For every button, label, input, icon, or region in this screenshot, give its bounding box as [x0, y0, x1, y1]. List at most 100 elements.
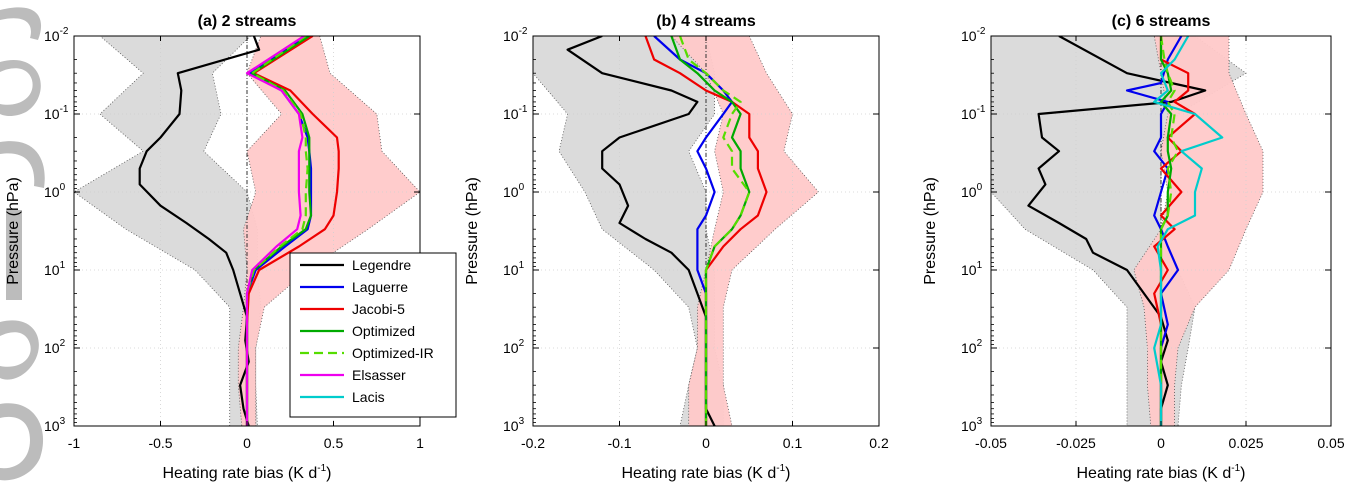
y-tick-base: 10	[961, 184, 977, 200]
legend-label: Optimized	[352, 323, 415, 339]
y-tick-exponent: 2	[60, 338, 66, 349]
y-tick-label: 101	[503, 260, 525, 278]
x-tick-label: 0.05	[1317, 435, 1344, 451]
y-tick-label: 101	[44, 260, 66, 278]
legend-label: Lacis	[352, 389, 385, 405]
y-tick-base: 10	[44, 340, 60, 356]
y-tick-exponent: 1	[519, 260, 525, 271]
plot-area	[991, 36, 1331, 426]
x-axis-label-part-1: -1	[317, 463, 326, 474]
y-tick-base: 10	[961, 28, 977, 44]
x-tick-label: -0.05	[975, 435, 1007, 451]
y-tick-exponent: 3	[519, 416, 525, 427]
y-axis-label: Pressure (hPa)	[922, 177, 939, 285]
y-tick-exponent: -2	[519, 26, 528, 37]
watermark-glyph	[0, 7, 42, 40]
legend-label: Laguerre	[352, 279, 408, 295]
y-tick-exponent: -1	[519, 104, 528, 115]
y-tick-exponent: 0	[519, 182, 525, 193]
y-tick-label: 103	[503, 416, 525, 434]
y-tick-label: 102	[961, 338, 983, 356]
y-tick-base: 10	[44, 28, 60, 44]
y-tick-label: 10-2	[503, 26, 528, 44]
watermark-glyph	[0, 403, 44, 481]
x-tick-label: 0	[702, 435, 710, 451]
x-tick-label: -1	[68, 435, 81, 451]
y-tick-exponent: 3	[60, 416, 66, 427]
y-tick-base: 10	[961, 106, 977, 122]
y-tick-base: 10	[961, 418, 977, 434]
chart-panel: -0.05 -0.025 0 0.025 0.0510-210-110010110210…	[922, 13, 1345, 482]
series-line-optimized-ir	[245, 36, 309, 426]
y-tick-label: 102	[44, 338, 66, 356]
x-axis-label-part-0: Heating rate bias (K d	[622, 465, 777, 482]
spread-band	[533, 36, 724, 426]
y-tick-exponent: 0	[60, 182, 66, 193]
x-tick-label: -0.2	[521, 435, 545, 451]
x-axis-label-part-0: Heating rate bias (K d	[163, 465, 318, 482]
y-axis-label: Pressure (hPa)	[5, 177, 22, 285]
chart-title: (a) 2 streams	[198, 13, 297, 30]
y-tick-label: 103	[961, 416, 983, 434]
y-tick-base: 10	[44, 106, 60, 122]
y-tick-label: 100	[44, 182, 66, 200]
chart-title: (b) 4 streams	[656, 13, 756, 30]
legend-label: Elsasser	[352, 367, 406, 383]
spread-band	[74, 36, 262, 426]
watermark-glyph	[0, 320, 39, 380]
watermark-glyph	[6, 210, 22, 300]
watermark-glyphs	[0, 7, 45, 481]
x-tick-label: 0.5	[324, 435, 344, 451]
y-tick-base: 10	[44, 418, 60, 434]
x-tick-label: -0.025	[1056, 435, 1096, 451]
y-tick-exponent: 2	[519, 338, 525, 349]
y-tick-exponent: 1	[977, 260, 983, 271]
x-tick-label: 1	[416, 435, 424, 451]
x-axis-label: Heating rate bias (K d-1)	[1077, 463, 1246, 482]
plot-area	[533, 36, 879, 426]
x-axis-label-part-2: )	[785, 465, 790, 482]
y-tick-exponent: 2	[977, 338, 983, 349]
x-tick-label: -0.1	[607, 435, 631, 451]
series-line-elsasser	[245, 36, 305, 426]
legend-box	[289, 252, 457, 418]
spread-band	[237, 36, 420, 426]
y-tick-base: 10	[503, 184, 519, 200]
x-tick-label: 0.1	[783, 435, 803, 451]
x-tick-label: 0	[243, 435, 251, 451]
x-axis-label-part-0: Heating rate bias (K d	[1077, 465, 1232, 482]
x-tick-label: -0.5	[148, 435, 172, 451]
y-tick-label: 100	[961, 182, 983, 200]
x-axis-label: Heating rate bias (K d-1)	[163, 463, 332, 482]
series-line-legendre	[1027, 36, 1207, 426]
y-tick-exponent: 0	[977, 182, 983, 193]
x-axis-label-part-1: -1	[1231, 463, 1240, 474]
y-tick-base: 10	[503, 106, 519, 122]
y-tick-label: 10-2	[961, 26, 986, 44]
chart-title: (c) 6 streams	[1112, 13, 1211, 30]
y-tick-label: 103	[44, 416, 66, 434]
y-tick-label: 10-2	[44, 26, 69, 44]
x-tick-label: 0.025	[1228, 435, 1263, 451]
legend: Legendre Laguerre Jacobi-5 Optimized Optimiz…	[289, 252, 457, 418]
series-line-laguerre	[1125, 36, 1183, 426]
y-tick-base: 10	[44, 184, 60, 200]
x-axis-label-part-2: )	[326, 465, 331, 482]
watermark-glyph	[0, 60, 41, 116]
y-tick-exponent: -1	[977, 104, 986, 115]
x-axis-label: Heating rate bias (K d-1)	[622, 463, 791, 482]
x-tick-label: 0.2	[869, 435, 889, 451]
y-tick-exponent: -2	[977, 26, 986, 37]
spread-band	[670, 36, 820, 426]
y-tick-base: 10	[503, 340, 519, 356]
legend-label: Jacobi-5	[352, 301, 405, 317]
x-tick-label: 0	[1157, 435, 1165, 451]
watermark-glyph	[0, 141, 45, 188]
y-tick-exponent: -2	[60, 26, 69, 37]
legend-label: Optimized-IR	[352, 345, 434, 361]
series-line-lacis	[1153, 36, 1224, 426]
series-line-optimized-ir	[678, 36, 751, 426]
y-tick-label: 10-1	[44, 104, 69, 122]
